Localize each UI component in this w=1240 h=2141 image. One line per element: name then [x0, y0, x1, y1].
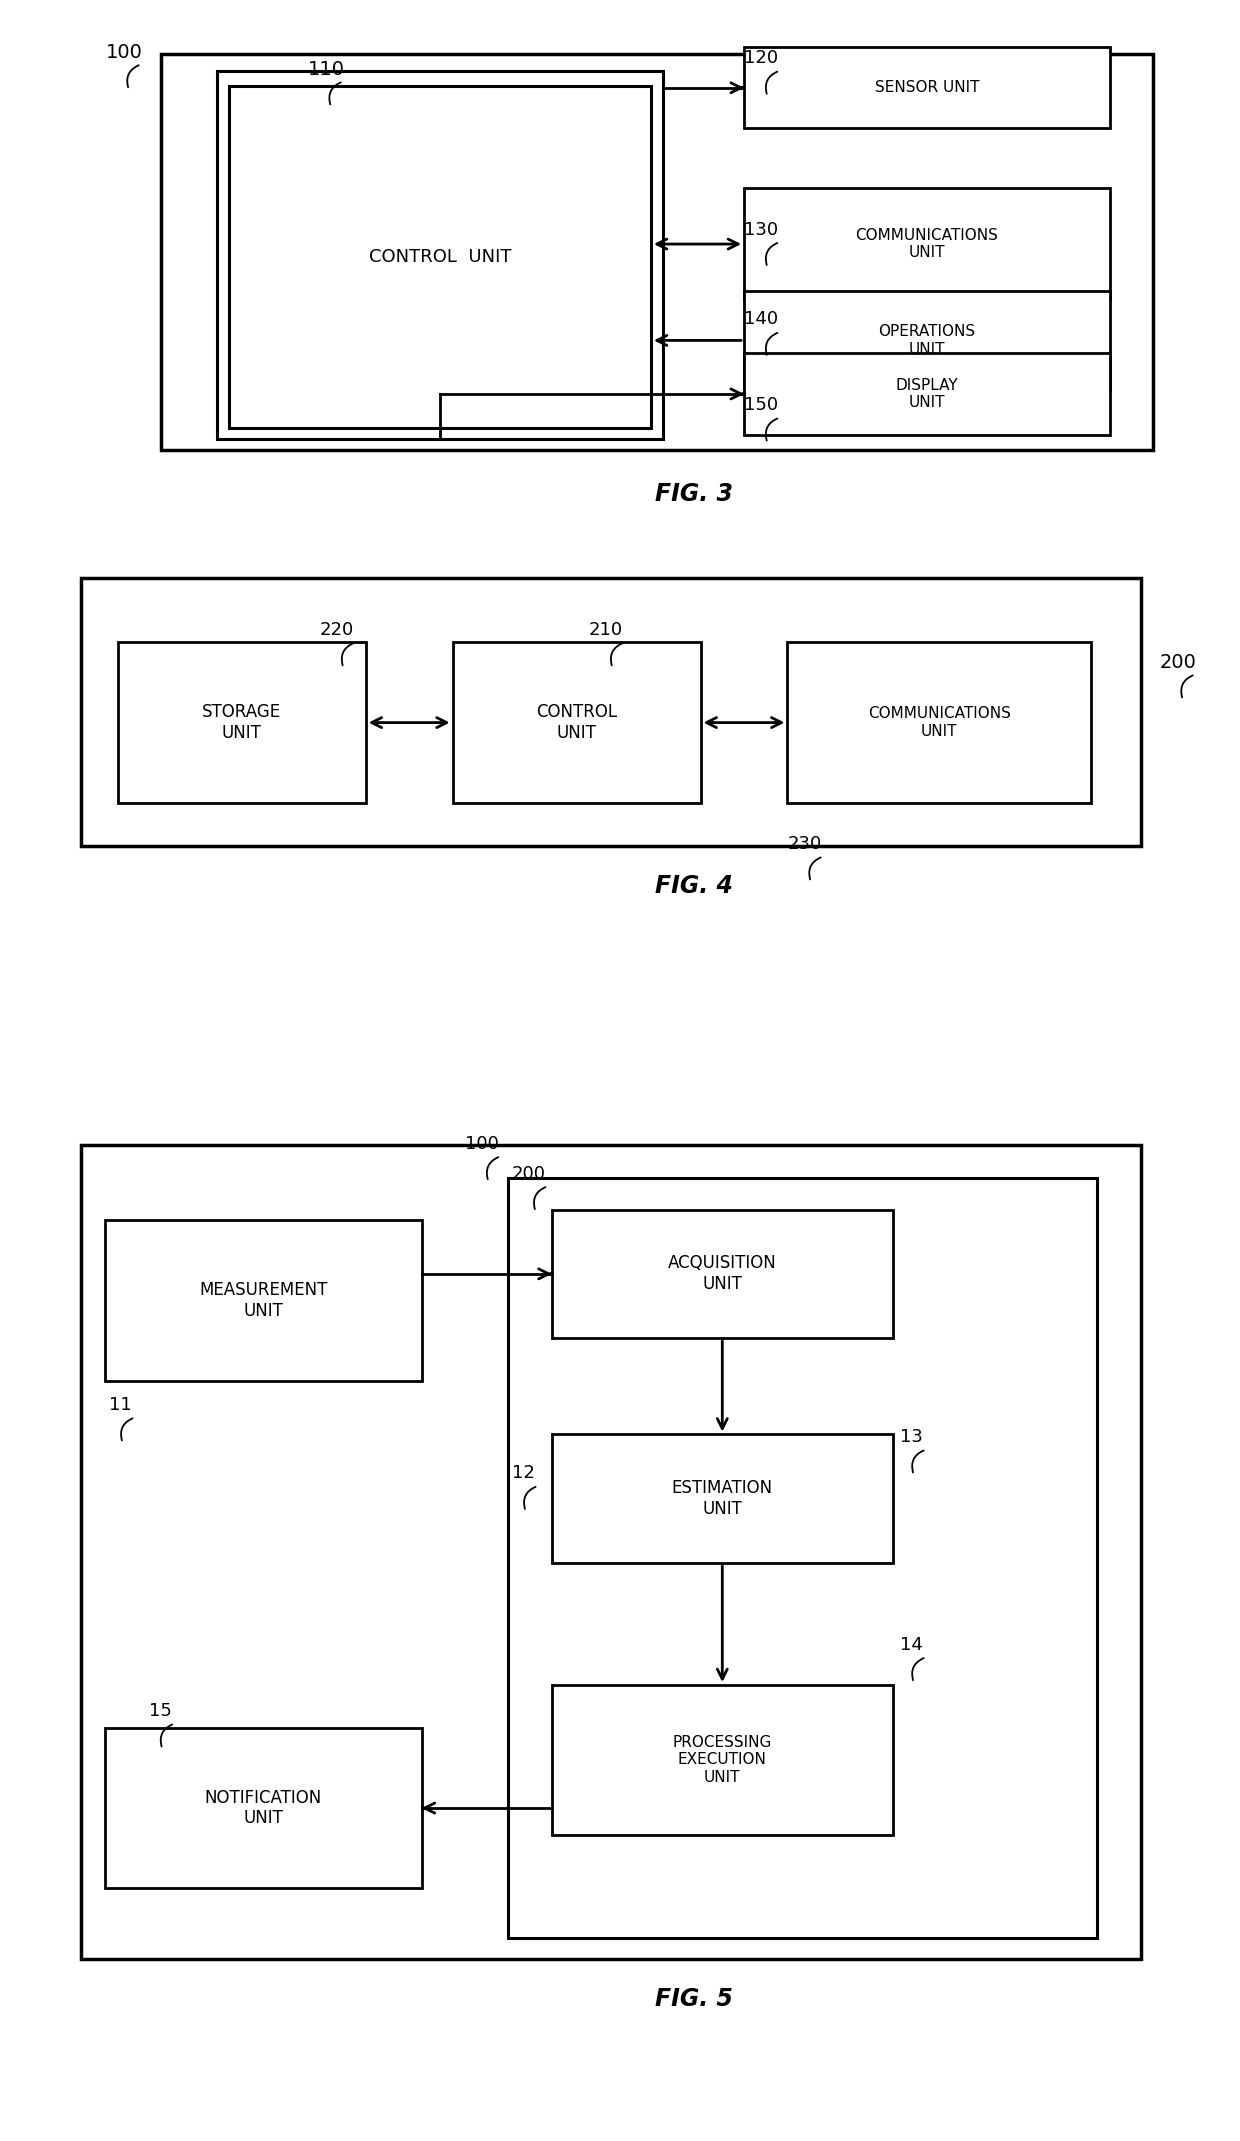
- Text: ACQUISITION
UNIT: ACQUISITION UNIT: [668, 1255, 776, 1293]
- Text: CONTROL
UNIT: CONTROL UNIT: [536, 702, 618, 743]
- Bar: [161, 54, 1153, 450]
- Text: DISPLAY
UNIT: DISPLAY UNIT: [895, 377, 959, 411]
- Text: FIG. 5: FIG. 5: [656, 1987, 733, 2010]
- Bar: [787, 642, 1091, 803]
- Text: SENSOR UNIT: SENSOR UNIT: [874, 79, 980, 96]
- Bar: [744, 291, 1110, 390]
- Text: MEASUREMENT
UNIT: MEASUREMENT UNIT: [200, 1280, 327, 1321]
- Text: CONTROL  UNIT: CONTROL UNIT: [370, 248, 511, 265]
- Bar: [744, 353, 1110, 435]
- Text: 13: 13: [900, 1428, 923, 1445]
- Text: FIG. 4: FIG. 4: [656, 874, 733, 897]
- Bar: [744, 188, 1110, 300]
- Text: FIG. 3: FIG. 3: [656, 482, 733, 505]
- Text: COMMUNICATIONS
UNIT: COMMUNICATIONS UNIT: [856, 227, 998, 261]
- Text: 210: 210: [589, 621, 624, 638]
- Text: OPERATIONS
UNIT: OPERATIONS UNIT: [878, 323, 976, 358]
- Bar: [105, 1728, 422, 1888]
- Text: 200: 200: [512, 1165, 546, 1182]
- Bar: [81, 578, 1141, 846]
- Text: 15: 15: [149, 1702, 171, 1719]
- Text: 150: 150: [744, 396, 779, 413]
- Text: NOTIFICATION
UNIT: NOTIFICATION UNIT: [205, 1788, 322, 1828]
- Bar: [81, 1145, 1141, 1959]
- Bar: [552, 1685, 893, 1835]
- Text: 100: 100: [105, 43, 143, 62]
- Text: 14: 14: [900, 1636, 923, 1653]
- Text: 140: 140: [744, 310, 779, 328]
- Bar: [229, 86, 651, 428]
- Text: 12: 12: [512, 1464, 534, 1482]
- Bar: [744, 47, 1110, 128]
- Text: 120: 120: [744, 49, 779, 66]
- Text: 200: 200: [1159, 653, 1197, 672]
- Text: PROCESSING
EXECUTION
UNIT: PROCESSING EXECUTION UNIT: [672, 1734, 773, 1786]
- Bar: [552, 1434, 893, 1563]
- Text: STORAGE
UNIT: STORAGE UNIT: [202, 702, 281, 743]
- Text: 110: 110: [308, 60, 345, 79]
- Bar: [453, 642, 701, 803]
- Bar: [105, 1220, 422, 1381]
- Text: 130: 130: [744, 221, 779, 238]
- Bar: [552, 1210, 893, 1338]
- Bar: [508, 1178, 1097, 1938]
- Bar: [118, 642, 366, 803]
- Text: 220: 220: [320, 621, 355, 638]
- Text: ESTIMATION
UNIT: ESTIMATION UNIT: [672, 1479, 773, 1518]
- Text: 100: 100: [465, 1135, 498, 1152]
- Bar: [217, 71, 663, 439]
- Text: 230: 230: [787, 835, 822, 852]
- Text: COMMUNICATIONS
UNIT: COMMUNICATIONS UNIT: [868, 707, 1011, 739]
- Text: 11: 11: [109, 1396, 131, 1413]
